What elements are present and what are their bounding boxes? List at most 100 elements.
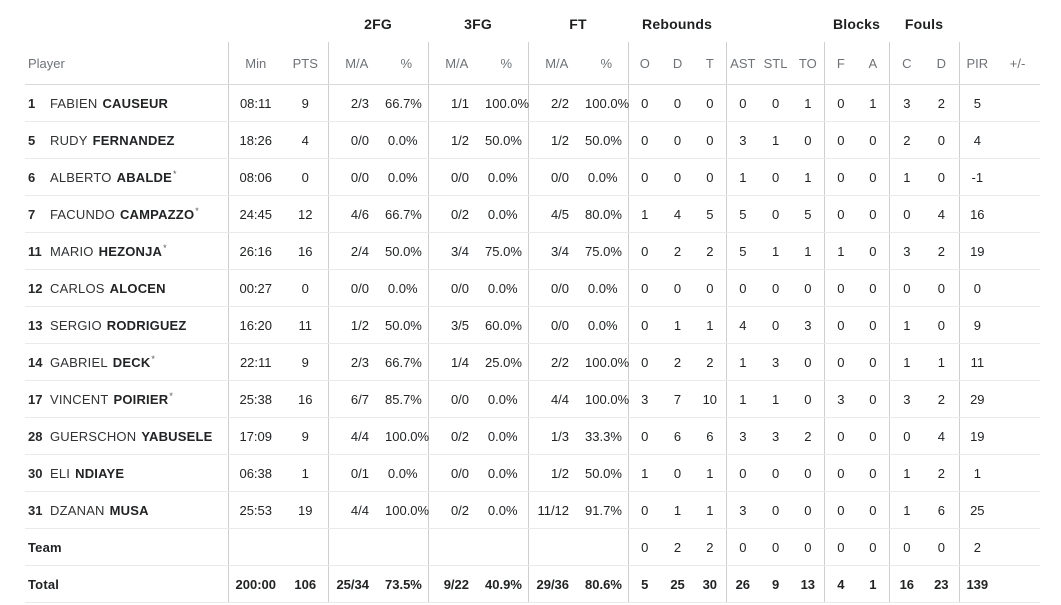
stat-blk-against: 0: [857, 306, 890, 344]
player-name[interactable]: GABRIEL DECK*: [50, 354, 155, 370]
stat-reb-o: 1: [627, 195, 662, 233]
stat-reb-t: 1: [694, 491, 727, 529]
player-name[interactable]: VINCENT POIRIER*: [50, 391, 173, 407]
stat-2fg-pct: [385, 528, 429, 566]
stat-blk-favor: 0: [823, 195, 858, 233]
stat-foul-drawn: 2: [924, 84, 960, 122]
player-number: 6: [28, 170, 36, 186]
stat-reb-o: 0: [627, 417, 662, 455]
stat-ft-pct: 91.7%: [585, 491, 629, 529]
player-row: 14 GABRIEL DECK* 22:11 9 2/3 66.7% 1/4 25.0% 2/2 1…: [25, 343, 1041, 381]
stat-pir: 19: [958, 417, 996, 455]
col-header-pts: PTS: [283, 42, 328, 85]
player-name[interactable]: CARLOS ALOCEN: [50, 281, 166, 296]
col-header-ft-ma: M/A: [527, 42, 586, 85]
stat-stl: 3: [759, 343, 793, 381]
stat-reb-d: 2: [661, 232, 695, 270]
stat-stl: 0: [759, 454, 793, 492]
stat-3fg-pct: 0.0%: [485, 158, 529, 196]
player-number: 14: [28, 355, 43, 371]
stat-ft-pct: 0.0%: [585, 306, 629, 344]
stat-2fg-ma: 0/1: [327, 454, 385, 492]
player-name[interactable]: FACUNDO CAMPAZZO*: [50, 206, 199, 223]
stat-3fg-ma: 0/0: [427, 158, 486, 196]
stat-pts: 9: [283, 84, 328, 122]
stat-ft-pct: [585, 528, 629, 566]
stat-plusminus: [995, 306, 1041, 344]
stat-reb-t: 0: [694, 121, 727, 159]
stat-reb-o: 5: [627, 565, 662, 603]
stat-reb-d: 2: [661, 528, 695, 566]
stat-foul-drawn: 23: [924, 565, 960, 603]
stat-2fg-pct: 73.5%: [385, 565, 429, 603]
stat-pir: -1: [958, 158, 996, 196]
player-name[interactable]: FABIEN CAUSEUR: [50, 96, 168, 111]
stat-foul-committed: 1: [888, 306, 925, 344]
stat-blk-against: 0: [857, 121, 890, 159]
stat-foul-drawn: 0: [924, 158, 960, 196]
stat-to: 0: [792, 491, 825, 529]
player-name[interactable]: GUERSCHON YABUSELE: [50, 429, 213, 444]
stat-blk-against: 0: [857, 343, 890, 381]
player-last-name: RODRIGUEZ: [106, 317, 187, 333]
stat-ast: 3: [725, 491, 760, 529]
player-name[interactable]: RUDY FERNANDEZ: [50, 133, 175, 148]
stat-reb-o: 0: [627, 84, 662, 122]
stat-pir: 11: [958, 343, 996, 381]
stat-pts: 0: [283, 269, 328, 307]
stat-foul-committed: 0: [888, 195, 925, 233]
row-total: Total 200:00 106 25/34 73.5% 9/22 40.9% 29/36 80…: [25, 565, 1041, 603]
stat-foul-committed: 1: [888, 454, 925, 492]
stat-blk-favor: 0: [823, 84, 858, 122]
stat-stl: 0: [759, 84, 793, 122]
player-last-name: ALOCEN: [109, 280, 166, 296]
stat-ft-pct: 100.0%: [585, 84, 629, 122]
stat-ft-pct: 100.0%: [585, 343, 629, 381]
stat-3fg-pct: 25.0%: [485, 343, 529, 381]
player-name[interactable]: SERGIO RODRIGUEZ: [50, 318, 187, 333]
stat-min: 06:38: [227, 454, 283, 492]
stat-to: 0: [792, 454, 825, 492]
col-header-plusminus: +/-: [995, 42, 1041, 85]
player-cell: 31 DZANAN MUSA: [25, 491, 228, 529]
stat-2fg-pct: 50.0%: [385, 306, 429, 344]
player-last-name: MUSA: [109, 502, 149, 518]
stat-min: 00:27: [227, 269, 283, 307]
stat-2fg-ma: 4/4: [327, 417, 385, 455]
stat-pir: 2: [958, 528, 996, 566]
row-team: Team 0 2 2 0 0 0 0 0 0 0 2: [25, 528, 1041, 566]
player-number: 11: [28, 244, 42, 260]
stat-to: 5: [792, 195, 825, 233]
stat-reb-t: 0: [694, 158, 727, 196]
player-name[interactable]: ELI NDIAYE: [50, 466, 124, 481]
stat-ft-ma: 4/4: [527, 380, 586, 418]
stat-blk-favor: 0: [823, 528, 858, 566]
stat-blk-against: 0: [857, 417, 890, 455]
stat-to: 1: [792, 158, 825, 196]
stat-foul-drawn: 2: [924, 232, 960, 270]
stat-pir: 4: [958, 121, 996, 159]
player-name[interactable]: DZANAN MUSA: [50, 503, 149, 518]
stat-blk-against: 0: [857, 491, 890, 529]
player-number: 1: [28, 95, 36, 111]
col-header-blk-favor: F: [823, 42, 858, 85]
stat-ft-ma: 4/5: [527, 195, 586, 233]
player-name[interactable]: MARIO HEZONJA*: [50, 243, 167, 259]
stat-3fg-ma: 0/2: [427, 195, 486, 233]
stat-3fg-pct: 50.0%: [485, 121, 529, 159]
stat-plusminus: [995, 528, 1041, 566]
col-header-reb-d: D: [661, 42, 695, 85]
player-number: 28: [28, 428, 43, 444]
stat-ft-ma: 1/3: [527, 417, 586, 455]
player-name[interactable]: ALBERTO ABALDE*: [50, 169, 177, 185]
player-last-name: CAMPAZZO: [119, 207, 195, 223]
stat-3fg-pct: 0.0%: [485, 380, 529, 418]
stat-pir: 5: [958, 84, 996, 122]
stat-to: 1: [792, 232, 825, 270]
stat-blk-favor: 0: [823, 343, 858, 381]
stat-pts: 16: [283, 232, 328, 270]
stat-2fg-pct: 0.0%: [385, 121, 429, 159]
stat-3fg-ma: 9/22: [427, 565, 486, 603]
stat-reb-t: 30: [694, 565, 727, 603]
stat-to: 2: [792, 417, 825, 455]
